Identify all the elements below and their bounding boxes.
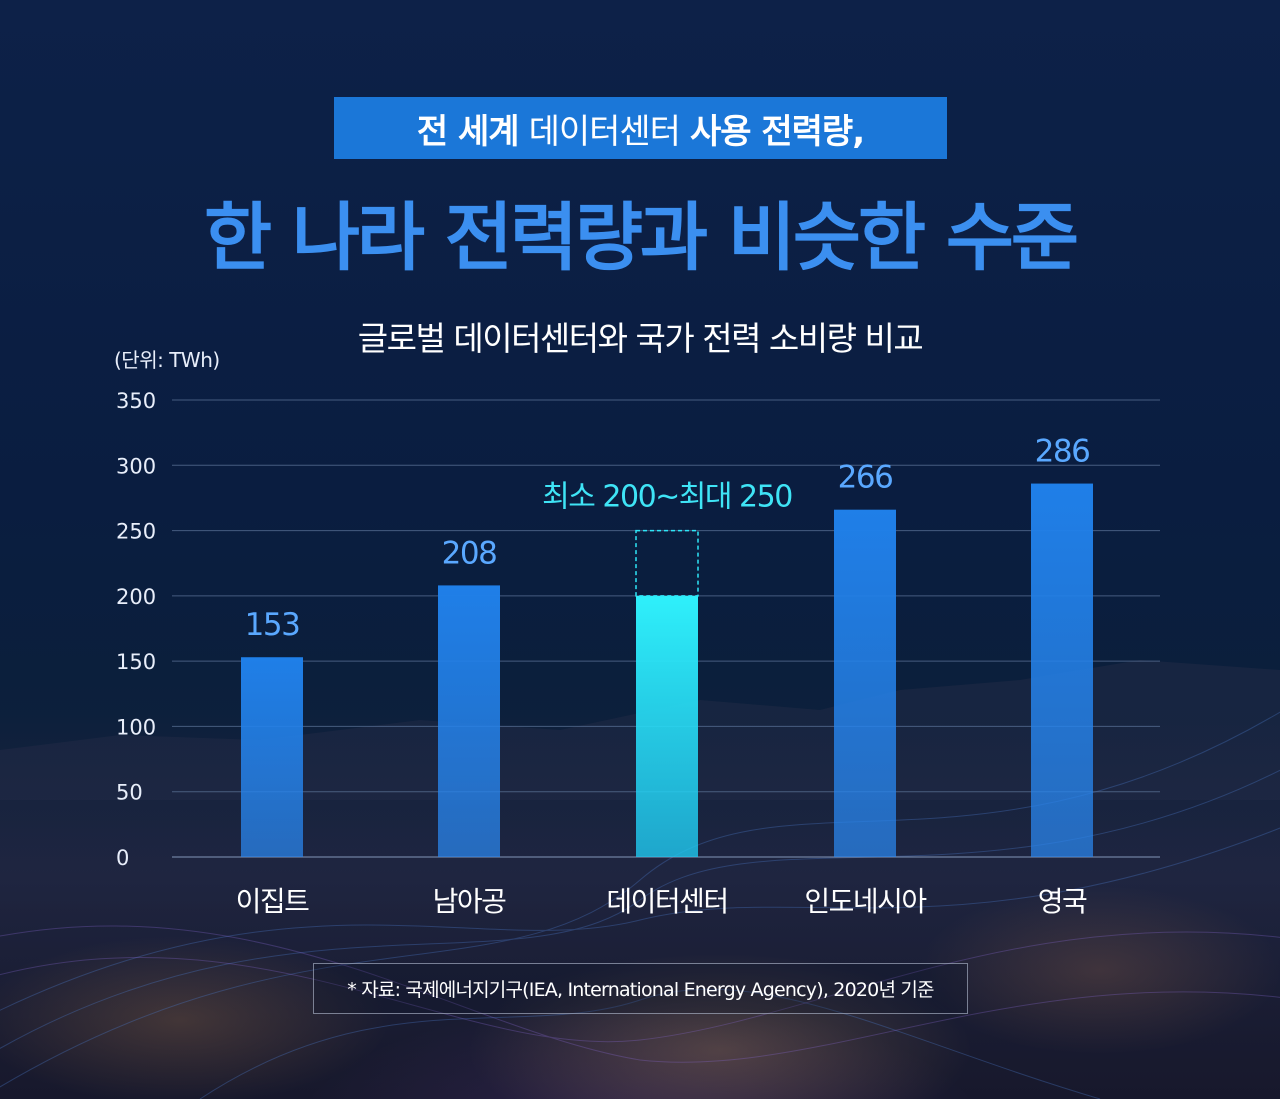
bar-2 [636,595,698,857]
value-label-1: 208 [442,535,497,571]
unit-label: (단위: TWh) [114,348,220,372]
headline: 한 나라 전력량과 비슷한 수준 [203,195,1079,281]
y-tick-label-100: 100 [116,715,156,739]
category-label-3: 인도네시아 [804,885,926,918]
range-annotation: 최소 200~최대 250 [542,480,792,515]
bar-3 [834,509,896,857]
range-outline-bar [635,529,699,597]
value-label-4: 286 [1035,434,1090,470]
bar-4 [1031,483,1093,857]
bars [241,483,1093,857]
y-tick-label-200: 200 [116,585,156,609]
labels: 153 이집트 208 남아공 최소 200~최대 250 데이터센터 266 인도네시아 28… [236,434,1091,918]
y-tick-label-250: 250 [116,520,156,544]
title-part-bold-1: 전 세계 [416,111,520,152]
y-axis-ticks: 0 50 100 150 200 250 300 350 [116,389,156,870]
category-label-2: 데이터센터 [606,885,727,918]
y-tick-label-150: 150 [116,650,156,674]
category-label-4: 영국 [1038,885,1087,918]
y-tick-label-0: 0 [116,846,129,870]
y-tick-label-300: 300 [116,454,156,478]
y-tick-label-50: 50 [116,781,143,805]
chart-title: 글로벌 데이터센터와 국가 전력 소비량 비교 [357,319,924,358]
y-tick-label-350: 350 [116,389,156,413]
title-part-bold-2: 사용 전력량, [689,111,865,152]
value-label-3: 266 [838,460,893,496]
category-label-0: 이집트 [236,885,310,918]
category-label-1: 남아공 [433,885,507,918]
value-label-0: 153 [245,607,300,643]
title-part-regular: 데이터센터 [528,111,681,152]
source-note: * 자료: 국제에너지기구(IEA, International Energy … [313,963,968,1014]
bar-1 [438,585,500,857]
bar-0 [241,657,303,857]
title-banner: 전 세계 데이터센터 사용 전력량, [334,97,947,159]
